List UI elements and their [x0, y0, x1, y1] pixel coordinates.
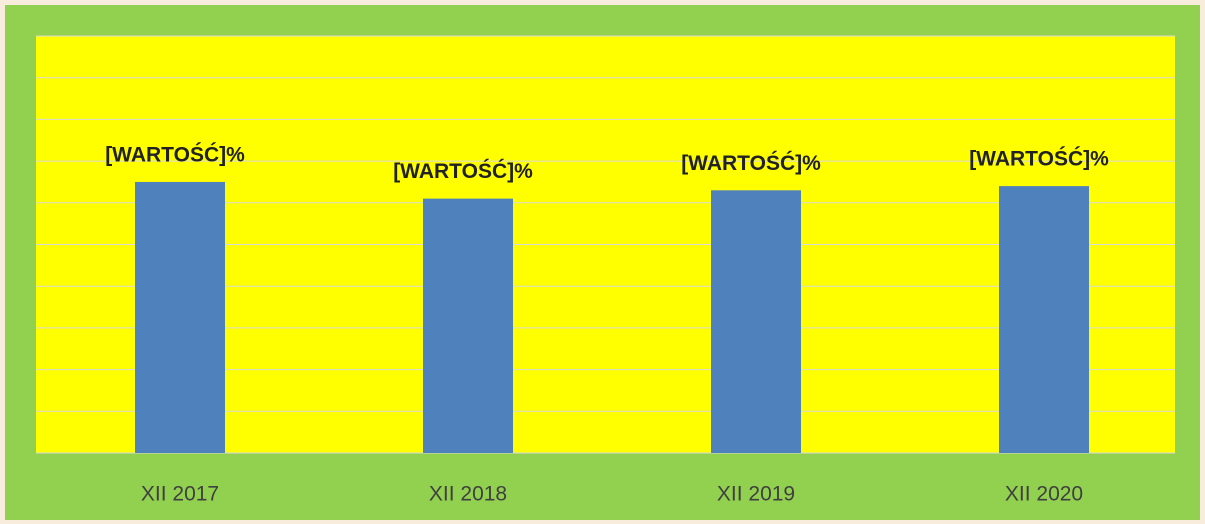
- data-label: [WARTOŚĆ]%: [969, 147, 1109, 171]
- data-label: [WARTOŚĆ]%: [681, 151, 821, 175]
- x-tick-label: XII 2019: [717, 483, 795, 506]
- bar: [999, 186, 1089, 453]
- x-tick-label: XII 2020: [1005, 483, 1083, 506]
- x-tick-label: XII 2018: [429, 483, 507, 506]
- data-label: [WARTOŚĆ]%: [393, 159, 533, 183]
- x-tick-label: XII 2017: [141, 483, 219, 506]
- bar: [423, 198, 513, 453]
- data-label: [WARTOŚĆ]%: [105, 142, 245, 166]
- bar: [135, 181, 225, 453]
- bar: [711, 190, 801, 454]
